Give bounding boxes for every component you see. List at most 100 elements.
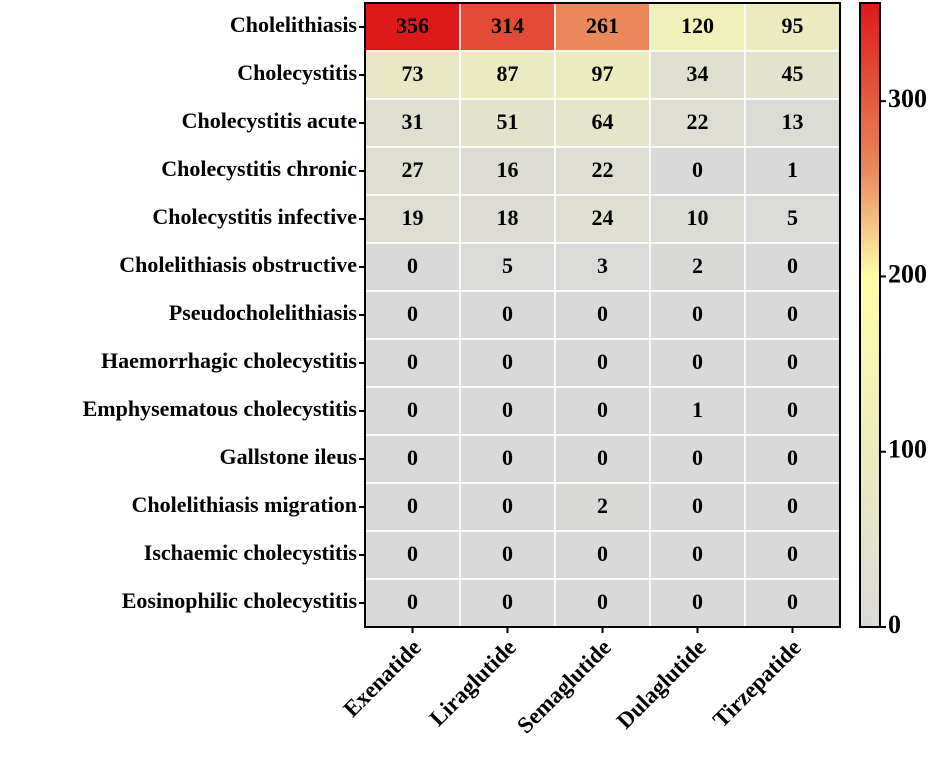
column-label: Dulaglutide — [612, 635, 711, 734]
row-label: Emphysematous cholecystitis — [83, 396, 358, 421]
column-label: Liraglutide — [424, 635, 520, 731]
colorbar — [859, 2, 881, 628]
cell — [744, 338, 841, 388]
cell — [554, 338, 651, 388]
cell — [459, 482, 556, 532]
cell — [554, 98, 651, 148]
cell-label: 261 — [586, 13, 619, 38]
cell-label: 0 — [692, 541, 703, 566]
cell — [744, 242, 841, 292]
cell-label: 0 — [692, 301, 703, 326]
row-label: Cholecystitis infective — [152, 204, 357, 229]
row-label: Eosinophilic cholecystitis — [122, 588, 358, 613]
cell-label: 87 — [497, 61, 519, 86]
cell — [459, 2, 556, 52]
cell-label: 0 — [407, 349, 418, 374]
cell-label: 22 — [592, 157, 614, 182]
cell-label: 0 — [787, 397, 798, 422]
cell — [459, 290, 556, 340]
cell — [744, 482, 841, 532]
cell-label: 5 — [502, 253, 513, 278]
cell — [554, 242, 651, 292]
cell-label: 13 — [782, 109, 804, 134]
cell — [459, 194, 556, 244]
cell — [744, 578, 841, 628]
colorbar-tick-label: 100 — [888, 435, 927, 464]
cell — [744, 98, 841, 148]
row-label: Ischaemic cholecystitis — [144, 540, 358, 565]
cell-label: 34 — [687, 61, 709, 86]
cell — [744, 194, 841, 244]
cell — [364, 242, 461, 292]
cell-label: 1 — [787, 157, 798, 182]
cell — [364, 434, 461, 484]
cell-label: 0 — [692, 493, 703, 518]
cell-label: 120 — [681, 13, 714, 38]
cell-label: 0 — [502, 301, 513, 326]
cell-label: 5 — [787, 205, 798, 230]
colorbar-tick-label: 0 — [888, 610, 901, 639]
cell-label: 0 — [597, 589, 608, 614]
cell-label: 0 — [502, 445, 513, 470]
cell-label: 0 — [407, 397, 418, 422]
cell-label: 0 — [692, 445, 703, 470]
cell-label: 0 — [502, 541, 513, 566]
cell-label: 0 — [502, 493, 513, 518]
row-label: Pseudocholelithiasis — [169, 300, 358, 325]
cell — [554, 290, 651, 340]
row-label: Haemorrhagic cholecystitis — [101, 348, 357, 373]
cell-label: 0 — [597, 541, 608, 566]
cell — [459, 98, 556, 148]
row-label: Cholelithiasis obstructive — [119, 252, 357, 277]
cell — [364, 578, 461, 628]
cell-label: 0 — [407, 253, 418, 278]
cell-label: 0 — [787, 493, 798, 518]
row-label: Cholecystitis acute — [182, 108, 358, 133]
column-label: Tirzepatide — [708, 635, 806, 733]
cell — [459, 530, 556, 580]
cell-label: 10 — [687, 205, 709, 230]
cell-label: 0 — [502, 349, 513, 374]
cell-label: 0 — [692, 589, 703, 614]
cell-label: 0 — [597, 397, 608, 422]
cell-label: 0 — [597, 349, 608, 374]
cell-label: 51 — [497, 109, 519, 134]
cell-label: 0 — [692, 157, 703, 182]
cell-label: 0 — [502, 589, 513, 614]
cell-label: 19 — [402, 205, 424, 230]
cell-label: 97 — [592, 61, 614, 86]
cell — [649, 338, 746, 388]
cell — [649, 482, 746, 532]
cell — [744, 530, 841, 580]
row-label: Gallstone ileus — [219, 444, 357, 469]
cell-label: 0 — [787, 589, 798, 614]
cell — [649, 530, 746, 580]
cell — [459, 242, 556, 292]
cell-label: 16 — [497, 157, 519, 182]
cell-label: 24 — [592, 205, 614, 230]
cell-label: 0 — [407, 589, 418, 614]
cell-label: 314 — [491, 13, 524, 38]
column-label: Semaglutide — [512, 635, 616, 739]
cell-label: 27 — [402, 157, 424, 182]
cell — [554, 434, 651, 484]
cell — [554, 482, 651, 532]
cell-label: 0 — [597, 445, 608, 470]
cell-label: 0 — [787, 301, 798, 326]
cell — [364, 482, 461, 532]
cell-label: 0 — [787, 445, 798, 470]
cell-label: 18 — [497, 205, 519, 230]
cell-label: 0 — [407, 301, 418, 326]
cell-label: 0 — [502, 397, 513, 422]
cell-label: 0 — [787, 349, 798, 374]
cell — [554, 578, 651, 628]
cell — [649, 290, 746, 340]
cell-label: 2 — [597, 493, 608, 518]
cell-label: 0 — [597, 301, 608, 326]
cell-label: 0 — [407, 541, 418, 566]
column-label: Exenatide — [339, 635, 426, 722]
cell-label: 45 — [782, 61, 804, 86]
cell-label: 0 — [787, 541, 798, 566]
cell-label: 2 — [692, 253, 703, 278]
